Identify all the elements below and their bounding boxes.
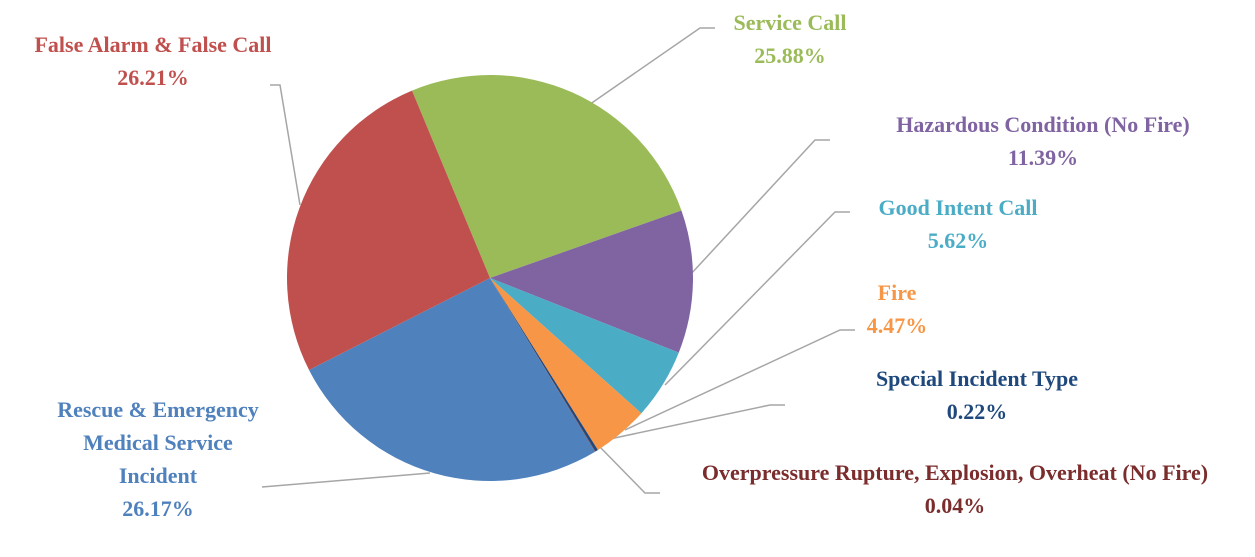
slice-label: Overpressure Rupture, Explosion, Overhea… [665, 456, 1245, 522]
category-name: Service Call [733, 10, 847, 35]
slice-label: Good Intent Call 5.62% [828, 191, 1088, 257]
pie-slice [490, 278, 642, 450]
pie-slice [411, 74, 682, 278]
value-label: 26.17% [122, 496, 194, 521]
leader-line [261, 472, 431, 488]
leader-line [270, 84, 301, 206]
value-label: 0.04% [924, 493, 986, 518]
pie-slice [490, 210, 693, 353]
pie-slice [490, 278, 679, 414]
value-label: 5.62% [927, 228, 989, 253]
category-name: Good Intent Call [878, 195, 1038, 220]
slice-label: False Alarm & False Call 26.21% [21, 28, 286, 94]
value-label: 25.88% [754, 43, 826, 68]
category-name: Hazardous Condition (No Fire) [896, 112, 1190, 137]
value-label: 0.22% [946, 399, 1008, 424]
leader-line [597, 444, 660, 494]
leader-line [664, 211, 850, 386]
pie-slice [490, 278, 596, 452]
slice-label: Special Incident Type 0.22% [827, 362, 1127, 428]
slice-label: Hazardous Condition (No Fire) 11.39% [828, 108, 1255, 174]
leader-line [624, 329, 855, 431]
leader-line [569, 27, 715, 119]
category-name: Overpressure Rupture, Explosion, Overhea… [701, 460, 1209, 485]
leader-line [604, 404, 785, 441]
value-label: 26.21% [117, 65, 189, 90]
slice-label: Rescue & Emergency Medical Service Incid… [57, 393, 259, 525]
pie-slice [309, 278, 596, 482]
category-name: Fire [877, 280, 917, 305]
slice-label: Service Call 25.88% [690, 6, 890, 72]
category-name: Rescue & Emergency Medical Service Incid… [57, 397, 259, 488]
pie-slice [490, 278, 598, 452]
slice-label: Fire 4.47% [847, 276, 947, 342]
leader-line [689, 139, 830, 276]
value-label: 11.39% [1007, 145, 1079, 170]
category-name: False Alarm & False Call [34, 32, 272, 57]
pie-slice [287, 90, 490, 371]
value-label: 4.47% [866, 313, 928, 338]
category-name: Special Incident Type [875, 366, 1079, 391]
